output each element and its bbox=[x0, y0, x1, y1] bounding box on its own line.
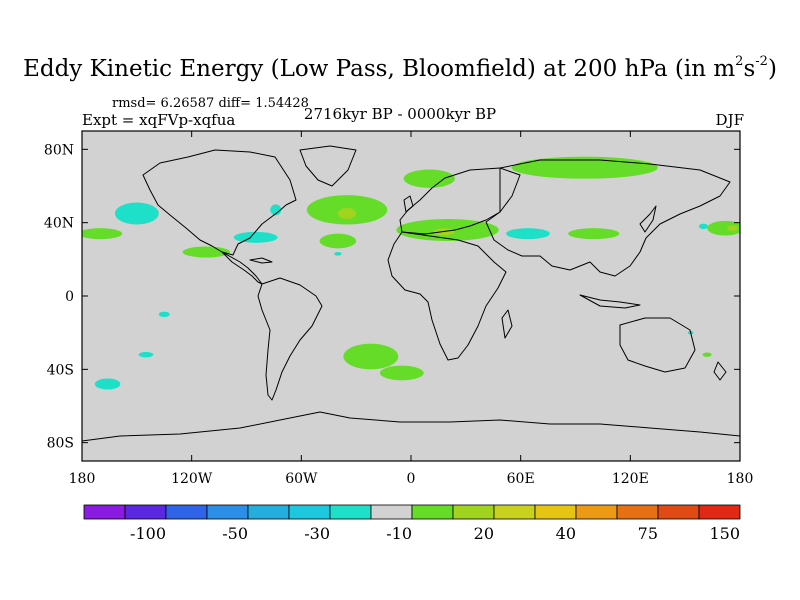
lat-tick-label: 80N bbox=[44, 142, 74, 158]
field-region-north-atlantic-core-positive bbox=[337, 208, 357, 219]
coastline-japan bbox=[639, 205, 657, 233]
field-region-tropical-pacific-negative bbox=[158, 311, 170, 318]
coastline-north-america bbox=[142, 149, 297, 256]
field-region-east-asia-negative bbox=[506, 228, 550, 240]
stats-text: rmsd= 6.26587 diff= 1.54428 bbox=[112, 96, 309, 111]
colorbar-swatch bbox=[124, 504, 167, 520]
coastline-central-america bbox=[221, 251, 263, 285]
field-region-europe-north-positive bbox=[403, 169, 455, 188]
lon-tick-label: 180 bbox=[69, 471, 96, 487]
coastline-new-zealand bbox=[713, 361, 727, 381]
map-axes: 180 120W 60W 0 60E 120E 180 80N 40N 0 40S 80S bbox=[44, 131, 753, 487]
colorbar-swatch bbox=[370, 504, 413, 520]
field-region-south-pacific-negative-2 bbox=[94, 378, 121, 390]
experiment-label: Expt = xqFVp-xqfua bbox=[82, 111, 236, 129]
field-region-north-america-east-negative bbox=[270, 204, 282, 216]
field-region-south-pacific-negative-1 bbox=[138, 351, 154, 358]
colorbar-label: -100 bbox=[130, 524, 166, 543]
field-region-atlantic-mid-positive bbox=[319, 233, 357, 249]
season-label: DJF bbox=[715, 111, 744, 129]
coastline-cuba bbox=[249, 257, 273, 264]
map-background bbox=[82, 131, 740, 461]
colorbar-swatch bbox=[83, 504, 126, 520]
field-region-north-pacific-west-negative bbox=[698, 223, 709, 230]
field-region-west-pacific-positive bbox=[707, 220, 740, 236]
colorbar-swatch bbox=[329, 504, 372, 520]
colorbar: -100 -50 -30 -10 20 40 75 150 bbox=[83, 504, 741, 543]
colorbar-swatch bbox=[165, 504, 208, 520]
colorbar-swatch bbox=[206, 504, 249, 520]
lat-tick-label: 80S bbox=[47, 436, 74, 452]
field-region-south-atlantic-positive bbox=[343, 343, 399, 370]
field-region-south-atlantic-lower-positive bbox=[379, 365, 424, 381]
colorbar-label: 40 bbox=[556, 524, 576, 543]
coastline-south-america bbox=[257, 277, 323, 401]
coastline-europe bbox=[399, 167, 521, 235]
colorbar-swatch bbox=[657, 504, 700, 520]
colorbar-swatch bbox=[616, 504, 659, 520]
lat-tick-label: 0 bbox=[65, 289, 74, 305]
coastline-asia bbox=[485, 159, 731, 277]
lon-tick-label: 60E bbox=[507, 471, 535, 487]
colorbar-swatch bbox=[288, 504, 331, 520]
colorbar-swatch bbox=[698, 504, 741, 520]
coastline-australia bbox=[619, 317, 696, 373]
lon-tick-label: 120E bbox=[612, 471, 649, 487]
field-region-east-pacific-positive bbox=[82, 228, 123, 240]
lon-tick-label: 0 bbox=[407, 471, 416, 487]
colorbar-label: -50 bbox=[222, 524, 248, 543]
colorbar-label: 150 bbox=[709, 524, 740, 543]
coastline-uk bbox=[403, 195, 414, 213]
colorbar-swatch bbox=[493, 504, 536, 520]
field-region-south-pacific-small-positive bbox=[702, 352, 712, 357]
coastline-antarctica bbox=[82, 411, 740, 442]
field-region-west-pacific-core-positive bbox=[727, 225, 739, 231]
coastlines bbox=[82, 145, 740, 442]
field-region-atlantic-small-negative bbox=[334, 252, 342, 256]
lon-tick-label: 180 bbox=[727, 471, 754, 487]
colorbar-swatch bbox=[452, 504, 495, 520]
coastline-madagascar bbox=[501, 309, 513, 339]
colorbar-label: -30 bbox=[304, 524, 330, 543]
field-region-north-pacific-negative bbox=[114, 202, 159, 225]
colorbar-label: -10 bbox=[386, 524, 412, 543]
field-region-gulf-coast-negative bbox=[233, 231, 278, 243]
colorbar-swatch bbox=[247, 504, 290, 520]
colorbar-label: 20 bbox=[474, 524, 494, 543]
colorbar-swatch bbox=[575, 504, 618, 520]
colorbar-swatch bbox=[411, 504, 454, 520]
period-label: 2716kyr BP - 0000kyr BP bbox=[303, 105, 497, 123]
colorbar-swatch bbox=[534, 504, 577, 520]
lon-tick-label: 120W bbox=[171, 471, 213, 487]
coastline-africa bbox=[387, 231, 507, 361]
lat-tick-label: 40N bbox=[44, 216, 74, 232]
coastline-indonesia bbox=[579, 294, 641, 309]
lat-tick-label: 40S bbox=[47, 362, 74, 378]
chart-title: Eddy Kinetic Energy (Low Pass, Bloomfiel… bbox=[23, 54, 777, 82]
field-region-central-asia-positive bbox=[568, 228, 620, 240]
lon-tick-label: 60W bbox=[285, 471, 318, 487]
colorbar-label: 75 bbox=[638, 524, 658, 543]
coastline-greenland bbox=[299, 145, 357, 187]
